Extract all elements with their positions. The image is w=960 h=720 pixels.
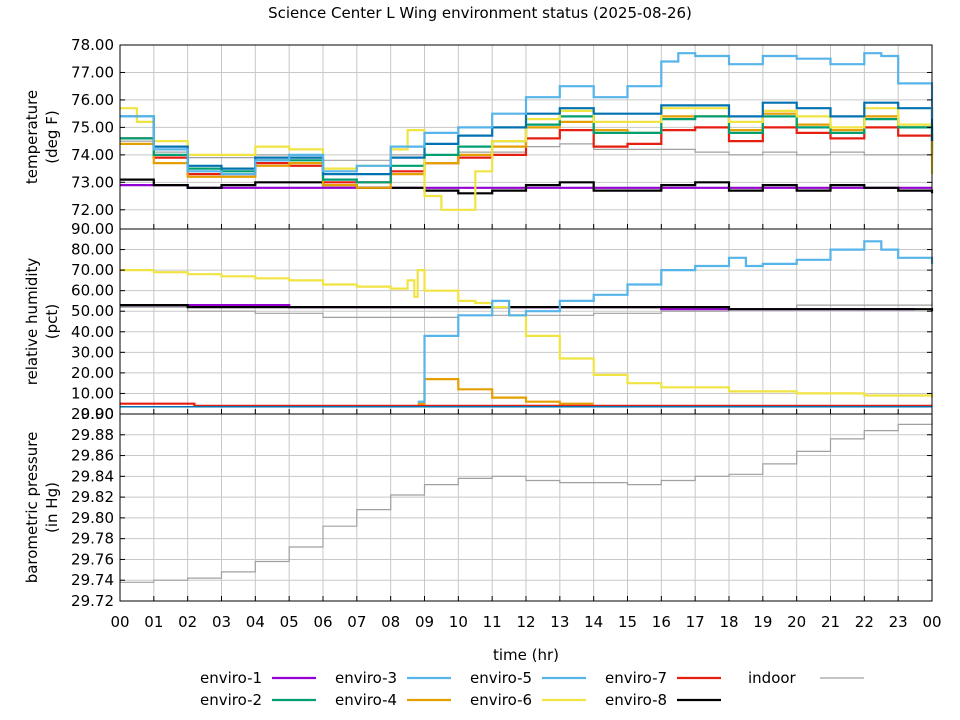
series-enviro-6: [120, 269, 934, 398]
y-tick-label: 29.80: [71, 509, 114, 527]
y-tick-label: 73.00: [71, 173, 114, 191]
chart-title: Science Center L Wing environment status…: [268, 4, 692, 22]
x-tick-label: 12: [516, 613, 535, 631]
y-tick-label: 29.78: [71, 530, 114, 548]
x-tick-label: 06: [313, 613, 332, 631]
x-tick-label: 08: [381, 613, 400, 631]
x-tick-label: 11: [483, 613, 502, 631]
series-enviro-3: [417, 240, 934, 403]
legend-label-enviro-4: enviro-4: [335, 691, 397, 709]
y-tick-label: 29.76: [71, 550, 114, 568]
x-tick-label: 15: [618, 613, 637, 631]
x-tick-label: 00: [110, 613, 129, 631]
x-axis-label: time (hr): [493, 646, 559, 664]
y-axis-label: (deg F): [43, 110, 61, 163]
y-tick-label: 29.88: [71, 426, 114, 444]
x-tick-label: 02: [178, 613, 197, 631]
legend-label-indoor: indoor: [748, 669, 797, 687]
x-tick-label: 14: [584, 613, 603, 631]
x-tick-label: 03: [212, 613, 231, 631]
x-tick-label: 04: [246, 613, 265, 631]
y-tick-label: 29.82: [71, 488, 114, 506]
y-axis-label: (pct): [43, 304, 61, 339]
x-tick-label: 13: [550, 613, 569, 631]
x-tick-label: 18: [719, 613, 738, 631]
y-tick-label: 72.00: [71, 201, 114, 219]
x-tick-label: 19: [753, 613, 772, 631]
y-tick-label: 60.00: [71, 282, 114, 300]
x-tick-label: 17: [686, 613, 705, 631]
y-tick-label: 77.00: [71, 63, 114, 81]
y-axis-label: (in Hg): [43, 482, 61, 533]
x-tick-label: 00: [922, 613, 941, 631]
legend-label-enviro-3: enviro-3: [335, 669, 397, 687]
series-enviro-4: [417, 378, 594, 405]
y-tick-label: 80.00: [71, 241, 114, 259]
y-tick-label: 29.90: [71, 405, 114, 423]
series-enviro-7: [120, 126, 934, 184]
y-tick-label: 29.72: [71, 592, 114, 610]
legend-label-enviro-7: enviro-7: [605, 669, 667, 687]
legend-label-enviro-8: enviro-8: [605, 691, 667, 709]
x-tick-label: 23: [889, 613, 908, 631]
x-tick-label: 05: [280, 613, 299, 631]
legend-label-enviro-5: enviro-5: [470, 669, 532, 687]
x-tick-label: 07: [347, 613, 366, 631]
legend: enviro-1 enviro-2 enviro-3 enviro-4 enviro-5…: [200, 669, 864, 709]
y-tick-label: 75.00: [71, 118, 114, 136]
series-indoor: [120, 419, 933, 583]
y-axis-label: relative humidity: [23, 258, 41, 386]
panel-2: 0.00 10.00 20.00 30.00 40.00 50.00 60.00 70.00 8…: [23, 220, 934, 423]
y-tick-label: 10.00: [71, 384, 114, 402]
x-tick-label: 16: [652, 613, 671, 631]
x-tick-label: 20: [787, 613, 806, 631]
legend-label-enviro-2: enviro-2: [200, 691, 262, 709]
y-tick-label: 90.00: [71, 220, 114, 238]
panel-1: 72.00 73.00 74.00 75.00 76.00 77.00 78.00 tempe…: [23, 36, 934, 230]
y-tick-label: 29.74: [71, 571, 114, 589]
y-tick-label: 78.00: [71, 36, 114, 54]
legend-label-enviro-6: enviro-6: [470, 691, 532, 709]
y-axis-label: temperature: [23, 90, 41, 184]
y-tick-label: 70.00: [71, 261, 114, 279]
series-enviro-1: [120, 184, 932, 189]
panel-3: 29.72 29.74 29.76 29.78 29.80 29.82 29.84 29.86…: [23, 405, 933, 610]
x-tick-label: 21: [821, 613, 840, 631]
y-axis-label: barometric pressure: [23, 432, 41, 584]
y-tick-label: 76.00: [71, 91, 114, 109]
chart-panels: 72.00 73.00 74.00 75.00 76.00 77.00 78.00 tempe…: [23, 36, 942, 631]
series-indoor: [120, 303, 933, 318]
y-tick-label: 29.86: [71, 447, 114, 465]
y-tick-label: 29.84: [71, 467, 114, 485]
series-enviro-3: [120, 52, 934, 176]
x-tick-label: 10: [449, 613, 468, 631]
y-tick-label: 0.00: [81, 405, 114, 423]
legend-label-enviro-1: enviro-1: [200, 669, 262, 687]
series-enviro-7: [120, 402, 932, 407]
y-tick-label: 74.00: [71, 146, 114, 164]
y-tick-label: 40.00: [71, 323, 114, 341]
y-tick-label: 30.00: [71, 343, 114, 361]
x-tick-label: 01: [144, 613, 163, 631]
x-tick-label: 22: [855, 613, 874, 631]
series-enviro-8: [120, 178, 934, 195]
series-enviro-6: [120, 107, 934, 211]
y-tick-label: 20.00: [71, 364, 114, 382]
x-tick-label: 09: [415, 613, 434, 631]
y-tick-label: 50.00: [71, 302, 114, 320]
